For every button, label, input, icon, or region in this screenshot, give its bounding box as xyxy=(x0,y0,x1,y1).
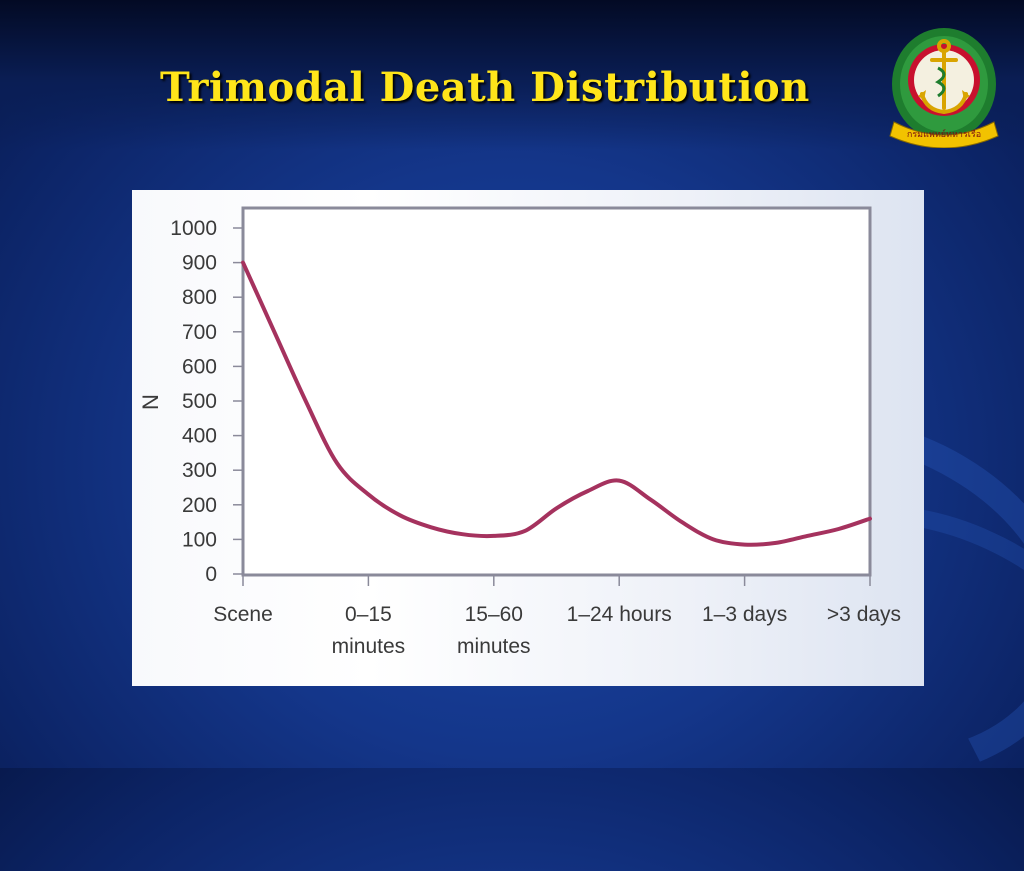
title-band xyxy=(0,0,1024,150)
trimodal-line-chart: 0 100 200 300 400 500 600 700 800 900 1000 Scene 0–… xyxy=(138,206,901,658)
y-axis: 0 100 200 300 400 500 600 700 800 900 1000 xyxy=(170,217,243,586)
x-category-label: minutes xyxy=(332,635,406,658)
slide-title: Trimodal Death Distribution xyxy=(160,64,810,111)
y-tick-label: 500 xyxy=(182,390,217,413)
y-tick-label: 100 xyxy=(182,528,217,551)
x-category-label: minutes xyxy=(457,635,531,658)
x-axis: Scene 0–15 minutes 15–60 minutes 1–24 hours 1–… xyxy=(213,574,901,658)
x-category-label: 15–60 xyxy=(465,603,523,626)
naval-anchor-emblem-icon: กรมแพทย์ทหารเรือ xyxy=(889,28,999,148)
y-tick-label: 700 xyxy=(182,321,217,344)
y-tick-label: 600 xyxy=(182,355,217,378)
y-tick-label: 900 xyxy=(182,252,217,275)
y-tick-label: 400 xyxy=(182,425,217,448)
chart-panel: 0 100 200 300 400 500 600 700 800 900 1000 Scene 0–… xyxy=(132,190,924,686)
y-tick-label: 200 xyxy=(182,494,217,517)
x-category-label: 1–24 hours xyxy=(567,603,672,626)
x-category-label: 0–15 xyxy=(345,603,392,626)
series-line xyxy=(241,260,872,547)
y-tick-label: 800 xyxy=(182,286,217,309)
emblem-banner-text: กรมแพทย์ทหารเรือ xyxy=(907,128,981,140)
x-category-label: 1–3 days xyxy=(702,603,787,626)
y-tick-label: 300 xyxy=(182,459,217,482)
x-category-label: >3 days xyxy=(827,603,901,626)
y-tick-label: 0 xyxy=(205,563,217,586)
plot-area xyxy=(241,206,872,577)
x-category-label: Scene xyxy=(213,603,273,626)
y-axis-label: N xyxy=(138,394,163,410)
y-tick-label: 1000 xyxy=(170,217,217,240)
